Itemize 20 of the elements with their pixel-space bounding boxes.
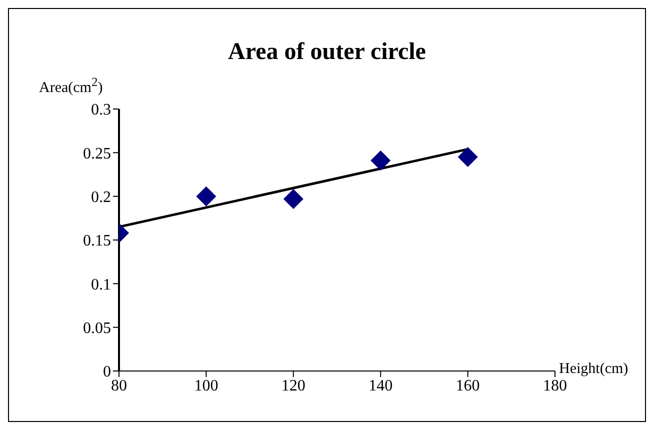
y-axis-title: Area(cm$^{2}$)	[39, 75, 103, 96]
y-tick-label: 0.2	[91, 189, 111, 206]
point	[283, 188, 304, 209]
point	[458, 147, 478, 168]
y-tick-label: 0	[103, 364, 111, 381]
point	[370, 150, 391, 171]
y-tick-label: 0.25	[83, 145, 111, 162]
x-tick-label: 80	[111, 377, 127, 394]
x-axis-title: Height(cm)	[559, 361, 628, 377]
y-tick-label: 0.3	[91, 102, 111, 119]
y-tick-label: 0.05	[83, 320, 111, 338]
point	[196, 186, 216, 206]
x-tick-label: 140	[368, 377, 393, 394]
y-tick-label: 0.1	[91, 276, 111, 294]
x-tick-label: 120	[281, 377, 306, 394]
y-tick-label: 0.15	[83, 232, 111, 250]
x-tick-label: 180	[543, 377, 567, 394]
x-tick-label: 160	[456, 377, 480, 394]
x-tick-label: 100	[194, 377, 218, 394]
chart-title: Area of outer circle	[228, 39, 426, 65]
